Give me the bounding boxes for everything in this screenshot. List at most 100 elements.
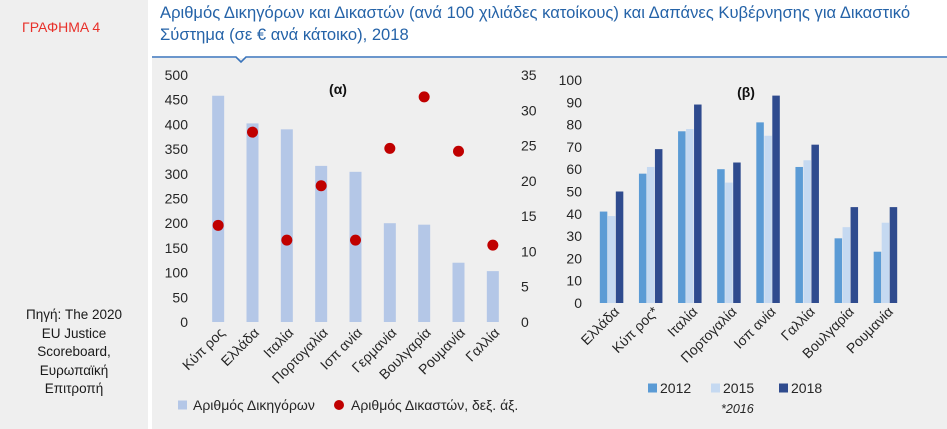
left-axis-tick-label: 300	[165, 166, 189, 182]
expenditure-bar-2012	[834, 238, 843, 303]
lawyers-legend-swatch	[178, 400, 187, 410]
expenditure-bar-2015	[842, 227, 851, 303]
source-note-line: Ευρωπαϊκή	[39, 362, 109, 378]
judges-dot	[453, 145, 464, 157]
left-axis-tick-label: 450	[165, 92, 189, 108]
lawyers-bar	[315, 165, 328, 322]
expenditure-bar-2012	[756, 122, 764, 304]
figure-title-line: Αριθμός Δικηγόρων και Δικαστών (ανά 100 …	[160, 3, 911, 22]
footnote: *2016	[721, 402, 754, 416]
right-axis-tick-label: 10	[521, 243, 537, 259]
expenditure-bar-2018	[811, 144, 819, 303]
lawyers-bar	[246, 123, 259, 322]
legend-label-2018: 2018	[791, 380, 822, 396]
expenditure-bar-2018	[615, 191, 624, 303]
left-axis-tick-label: 10	[566, 273, 582, 289]
expenditure-bar-2015	[646, 166, 655, 303]
legend-swatch-2012	[648, 383, 657, 393]
source-note: Πηγή: The 2020 EU Justice Scoreboard, Ευ…	[0, 306, 148, 399]
legend-label-2015: 2015	[723, 380, 754, 396]
left-axis-tick-label: 400	[165, 116, 189, 132]
x-axis-category-label: Ισπ ανία	[730, 303, 778, 351]
lawyers-bar	[349, 171, 362, 322]
judges-dot	[212, 219, 224, 231]
left-axis-tick-label: 90	[566, 94, 582, 110]
right-axis-tick-label: 15	[521, 208, 537, 224]
judges-dot	[315, 180, 327, 192]
header-rule	[152, 56, 947, 64]
left-axis-tick-label: 80	[566, 117, 582, 133]
left-axis-tick-label: 100	[165, 265, 189, 281]
lawyers-bar	[418, 224, 431, 322]
source-note-line: EU Justice	[41, 325, 107, 341]
left-axis-tick-label: 150	[165, 240, 189, 256]
expenditure-bar-2015	[881, 222, 890, 303]
expenditure-bar-2018	[850, 207, 859, 303]
lawyers-bar	[280, 129, 293, 322]
chart-lawyers-judges: (α) 0 50 100 150 200 250 300 350 400 450 500 0 5 10 15…	[165, 67, 537, 413]
source-note-line: Scoreboard,	[37, 344, 111, 359]
left-axis-tick-label: 60	[566, 161, 582, 177]
legend: 2012 2015 2018 *2016	[648, 380, 822, 416]
lawyers-bar	[452, 262, 465, 322]
chart-panel-label: (α)	[329, 81, 347, 97]
chart-lawyers-judges-marks: 0 50 100 150 200 250 300 350 400 450 500 0 5 10 15 20 25…	[165, 67, 537, 387]
legend-swatch-2018	[779, 383, 788, 393]
left-axis-tick-label: 30	[566, 228, 582, 244]
left-axis-tick-label: 50	[172, 289, 188, 305]
lawyers-bar	[486, 271, 499, 322]
left-axis-tick-label: 350	[165, 141, 189, 157]
expenditure-bar-2018	[772, 95, 780, 303]
expenditure-bar-2012	[599, 211, 608, 303]
chart-panel-label: (β)	[737, 84, 755, 100]
left-axis-tick-label: 0	[574, 295, 582, 311]
x-axis-category-label: Κύπ ρος	[179, 324, 228, 373]
expenditure-bar-2015	[686, 129, 694, 303]
expenditure-bar-2015	[725, 182, 733, 303]
judges-dot	[281, 234, 293, 246]
legend-label-2012: 2012	[660, 380, 691, 396]
right-axis-tick-label: 25	[521, 138, 537, 154]
figure-number-label: ΓΡΑΦΗΜΑ 4	[22, 19, 101, 35]
expenditure-bar-2015	[607, 216, 616, 303]
judges-legend-label: Αριθμός Δικαστών, δεξ. άξ.	[351, 397, 518, 413]
expenditure-bar-2012	[873, 251, 882, 303]
legend-swatch-2015	[711, 383, 720, 393]
left-axis-tick-label: 200	[165, 215, 189, 231]
left-axis-tick-label: 500	[165, 67, 189, 83]
right-axis-tick-label: 0	[521, 314, 529, 330]
sidebar-panel: ΓΡΑΦΗΜΑ 4 Πηγή: The 2020 EU Justice Scor…	[0, 0, 148, 429]
expenditure-bar-2012	[678, 131, 686, 303]
expenditure-bar-2012	[795, 166, 803, 303]
lawyers-bar	[212, 95, 225, 322]
figure-title: Αριθμός Δικηγόρων και Δικαστών (ανά 100 …	[160, 2, 910, 46]
expenditure-bar-2018	[733, 162, 741, 303]
expenditure-bar-2018	[889, 207, 898, 303]
expenditure-bar-2015	[764, 135, 772, 303]
right-axis-tick-label: 35	[521, 67, 537, 83]
legend: Αριθμός Δικηγόρων Αριθμός Δικαστών, δεξ.…	[178, 397, 518, 413]
judges-dot	[384, 142, 396, 154]
right-axis-tick-label: 20	[521, 173, 537, 189]
judges-dot	[487, 239, 499, 251]
x-axis-category-label: Γαλλία	[462, 324, 502, 364]
left-axis-tick-label: 100	[559, 72, 583, 88]
left-axis-tick-label: 70	[566, 139, 582, 155]
right-axis-tick-label: 5	[521, 279, 529, 295]
expenditure-bar-2012	[638, 173, 647, 303]
judges-legend-marker	[334, 400, 344, 410]
expenditure-bar-2012	[717, 169, 725, 303]
lawyers-bar	[383, 223, 396, 322]
judges-dot	[247, 126, 258, 138]
expenditure-bar-2018	[654, 149, 663, 303]
lawyers-legend-label: Αριθμός Δικηγόρων	[193, 397, 315, 413]
expenditure-bar-2015	[803, 160, 811, 303]
right-axis-tick-label: 30	[521, 102, 537, 118]
source-note-line: Πηγή: The 2020	[25, 307, 123, 322]
figure-title-line: Σύστημα (σε € ανά κάτοικο), 2018	[160, 25, 409, 44]
left-axis-tick-label: 250	[165, 191, 189, 207]
left-axis-tick-label: 50	[566, 184, 582, 200]
